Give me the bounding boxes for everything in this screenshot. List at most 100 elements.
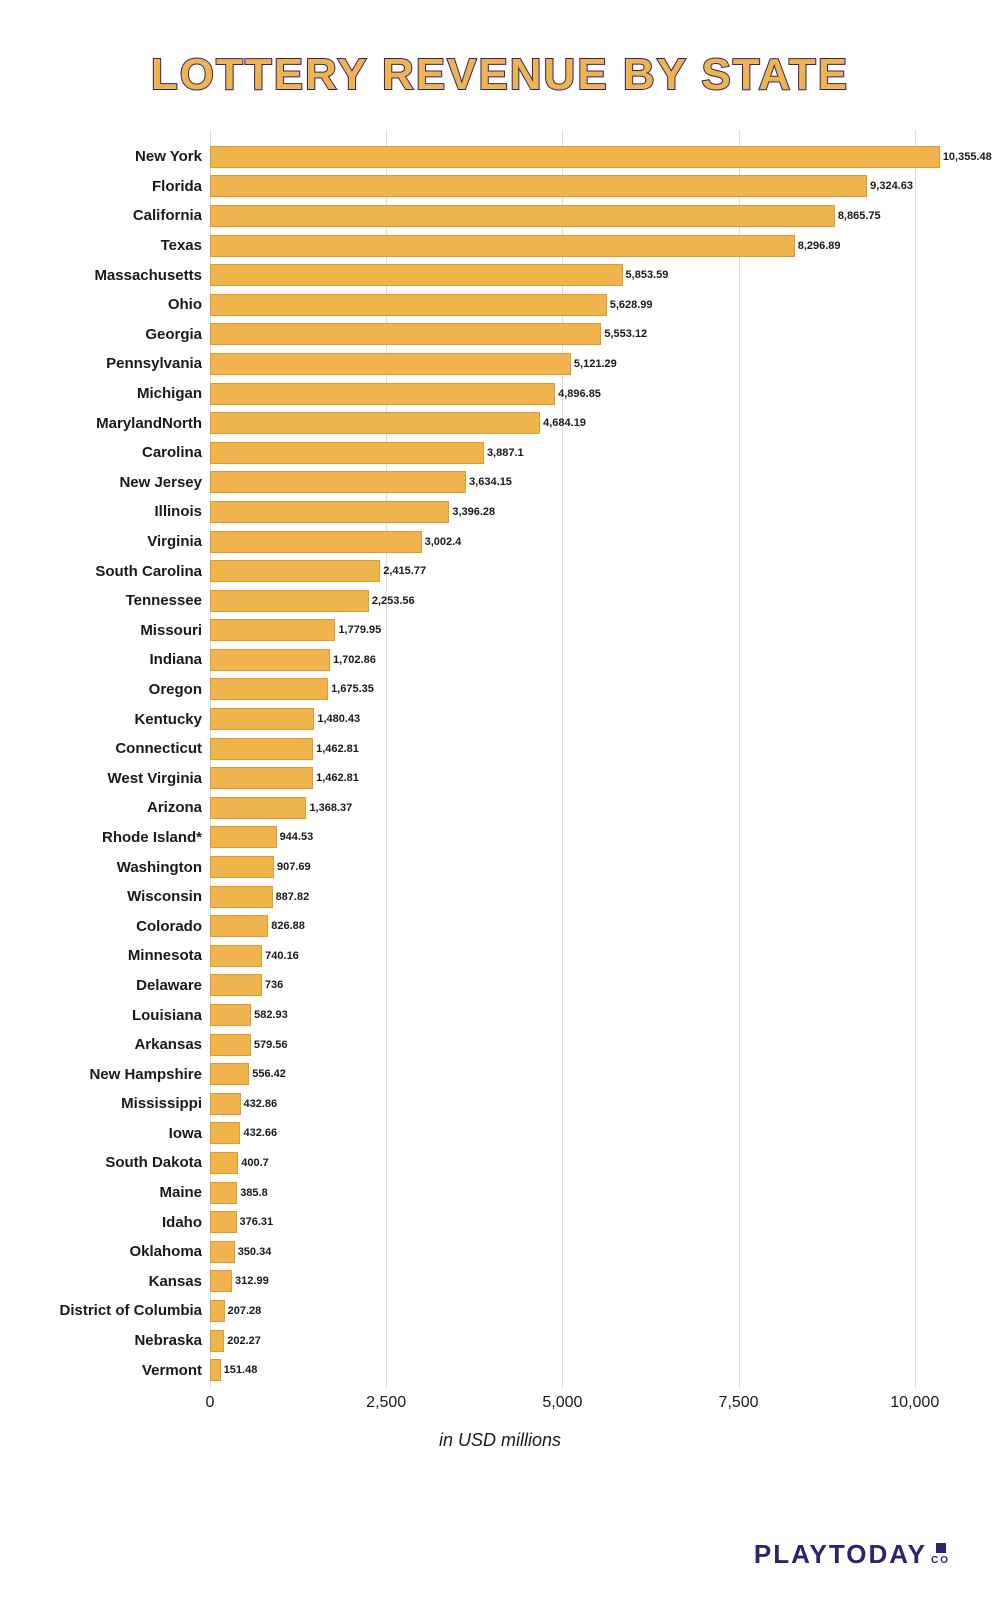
bar: 1,480.43	[210, 708, 314, 730]
bar-row: Arkansas579.56	[210, 1030, 950, 1060]
bar-row: Delaware736	[210, 971, 950, 1001]
value-label: 3,634.15	[469, 476, 512, 488]
y-label: Florida	[152, 178, 202, 195]
y-label: Minnesota	[128, 947, 202, 964]
value-label: 350.34	[238, 1246, 272, 1258]
bar-row: Wisconsin887.82	[210, 882, 950, 912]
plot: New York10,355.48Florida9,324.63Californ…	[210, 130, 950, 1420]
y-label: Michigan	[137, 385, 202, 402]
bar-row: New Hampshire556.42	[210, 1059, 950, 1089]
bar-row: Carolina3,887.1	[210, 438, 950, 468]
bar-row: Illinois3,396.28	[210, 497, 950, 527]
bar-row: Louisiana582.93	[210, 1000, 950, 1030]
value-label: 202.27	[227, 1335, 261, 1347]
bar-row: Minnesota740.16	[210, 941, 950, 971]
value-label: 826.88	[271, 920, 305, 932]
bar-row: Oklahoma350.34	[210, 1237, 950, 1267]
bars-container: New York10,355.48Florida9,324.63Californ…	[210, 142, 950, 1385]
y-label: Louisiana	[132, 1007, 202, 1024]
y-label: Virginia	[147, 533, 202, 550]
y-label: Idaho	[162, 1214, 202, 1231]
bar-row: Maine385.8	[210, 1178, 950, 1208]
bar: 2,415.77	[210, 560, 380, 582]
y-label: Mississippi	[121, 1095, 202, 1112]
value-label: 1,702.86	[333, 654, 376, 666]
logo-suffix: CO	[931, 1555, 950, 1566]
bar-row: Arizona1,368.37	[210, 793, 950, 823]
y-label: Colorado	[136, 918, 202, 935]
y-label: Kansas	[149, 1273, 202, 1290]
x-tick: 10,000	[890, 1394, 939, 1412]
value-label: 944.53	[280, 831, 314, 843]
logo-square-icon	[936, 1543, 946, 1553]
bar-row: Florida9,324.63	[210, 172, 950, 202]
bar-row: Vermont151.48	[210, 1355, 950, 1385]
y-label: Wisconsin	[127, 888, 202, 905]
value-label: 151.48	[224, 1364, 258, 1376]
value-label: 400.7	[241, 1157, 269, 1169]
bar: 1,368.37	[210, 797, 306, 819]
y-label: New York	[135, 148, 202, 165]
y-label: Indiana	[149, 651, 202, 668]
y-label: Georgia	[145, 326, 202, 343]
y-label: Delaware	[136, 977, 202, 994]
value-label: 432.86	[244, 1098, 278, 1110]
chart-title-container: LOTTERY REVENUE BY STATE	[0, 0, 1000, 120]
y-label: South Carolina	[95, 563, 202, 580]
value-label: 5,121.29	[574, 358, 617, 370]
bar: 432.66	[210, 1122, 240, 1144]
y-label: Oregon	[149, 681, 202, 698]
bar: 1,462.81	[210, 767, 313, 789]
y-label: Pennsylvania	[106, 355, 202, 372]
value-label: 8,296.89	[798, 240, 841, 252]
y-label: Missouri	[140, 622, 202, 639]
bar: 887.82	[210, 886, 273, 908]
y-label: Arizona	[147, 799, 202, 816]
bar: 5,553.12	[210, 323, 601, 345]
value-label: 4,684.19	[543, 417, 586, 429]
bar: 5,853.59	[210, 264, 623, 286]
y-label: California	[133, 207, 202, 224]
x-axis: 02,5005,0007,50010,000	[210, 1388, 950, 1420]
bar-row: Tennessee2,253.56	[210, 586, 950, 616]
bar: 3,002.4	[210, 531, 422, 553]
bar: 207.28	[210, 1300, 225, 1322]
y-label: Massachusetts	[94, 267, 202, 284]
bar: 4,684.19	[210, 412, 540, 434]
bar: 579.56	[210, 1034, 251, 1056]
bar-row: West Virginia1,462.81	[210, 763, 950, 793]
bar-row: Colorado826.88	[210, 911, 950, 941]
y-label: Kentucky	[134, 711, 202, 728]
bar-row: Massachusetts5,853.59	[210, 260, 950, 290]
value-label: 8,865.75	[838, 210, 881, 222]
value-label: 10,355.48	[943, 151, 992, 163]
bar: 907.69	[210, 856, 274, 878]
bar: 3,634.15	[210, 471, 466, 493]
value-label: 1,779.95	[338, 624, 381, 636]
bar: 556.42	[210, 1063, 249, 1085]
value-label: 312.99	[235, 1275, 269, 1287]
bar-row: Washington907.69	[210, 852, 950, 882]
x-tick: 2,500	[366, 1394, 406, 1412]
bar-row: New York10,355.48	[210, 142, 950, 172]
bar-row: Idaho376.31	[210, 1207, 950, 1237]
value-label: 432.66	[243, 1127, 277, 1139]
value-label: 1,675.35	[331, 683, 374, 695]
value-label: 1,462.81	[316, 772, 359, 784]
value-label: 376.31	[240, 1216, 274, 1228]
bar-row: Ohio5,628.99	[210, 290, 950, 320]
bar-row: Oregon1,675.35	[210, 675, 950, 705]
y-label: Arkansas	[134, 1036, 202, 1053]
bar-row: Indiana1,702.86	[210, 645, 950, 675]
y-label: Washington	[117, 859, 202, 876]
value-label: 207.28	[228, 1305, 262, 1317]
bar: 312.99	[210, 1270, 232, 1292]
y-label: West Virginia	[108, 770, 202, 787]
bar-row: District of Columbia207.28	[210, 1296, 950, 1326]
x-tick: 7,500	[719, 1394, 759, 1412]
bar: 400.7	[210, 1152, 238, 1174]
y-label: New Jersey	[119, 474, 202, 491]
value-label: 887.82	[276, 891, 310, 903]
bar-row: Nebraska202.27	[210, 1326, 950, 1356]
value-label: 907.69	[277, 861, 311, 873]
